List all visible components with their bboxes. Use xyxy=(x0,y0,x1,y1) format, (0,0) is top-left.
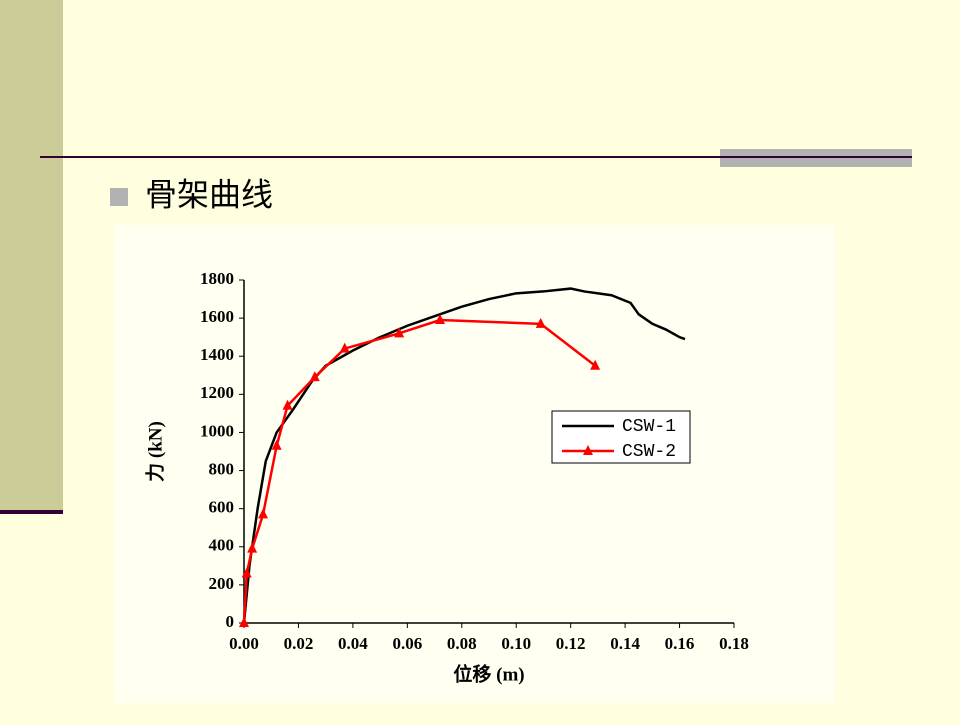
marker xyxy=(309,371,320,382)
x-tick-label: 0.08 xyxy=(447,634,477,653)
marker xyxy=(239,617,249,627)
y-tick-label: 1200 xyxy=(200,383,234,402)
series-line xyxy=(242,318,596,624)
marker xyxy=(339,342,350,353)
y-tick-label: 0 xyxy=(226,612,235,631)
y-tick-label: 400 xyxy=(209,536,235,555)
x-tick-label: 0.00 xyxy=(229,634,259,653)
x-tick-label: 0.04 xyxy=(338,634,368,653)
legend-label: CSW-2 xyxy=(622,442,676,462)
marker xyxy=(590,359,601,370)
marker xyxy=(282,399,293,410)
marker xyxy=(247,542,258,553)
x-tick-label: 0.14 xyxy=(610,634,640,653)
y-tick-label: 600 xyxy=(209,498,235,517)
y-tick-label: 200 xyxy=(209,574,235,593)
y-tick-label: 1600 xyxy=(200,307,234,326)
y-axis-label: 力 (kN) xyxy=(143,421,166,482)
x-tick-label: 0.10 xyxy=(501,634,531,653)
title-rule xyxy=(40,156,912,158)
legend-box xyxy=(551,410,691,464)
x-tick-label: 0.02 xyxy=(284,634,314,653)
y-tick-label: 800 xyxy=(209,459,235,478)
y-tick-label: 1800 xyxy=(200,269,234,288)
sidebar-rule xyxy=(0,510,63,514)
heading: 骨架曲线 xyxy=(145,176,273,212)
x-tick-label: 0.12 xyxy=(556,634,586,653)
marker xyxy=(535,317,546,328)
series-line xyxy=(242,287,686,624)
y-tick-label: 1000 xyxy=(200,421,234,440)
marker xyxy=(241,567,252,578)
legend-label: CSW-1 xyxy=(622,417,676,437)
marker xyxy=(271,439,282,450)
x-tick-label: 0.16 xyxy=(665,634,695,653)
marker xyxy=(435,314,445,325)
legend-marker xyxy=(583,445,593,455)
chart: 0 200 400 600 800 1000 1200 1400 1600 1800 0.00 0.0… xyxy=(143,269,749,685)
marker xyxy=(394,327,405,338)
marker xyxy=(258,508,269,519)
bullet xyxy=(110,188,128,206)
sidebar xyxy=(0,0,63,510)
x-tick-label: 0.06 xyxy=(392,634,422,653)
x-axis-label: 位移 (m) xyxy=(453,662,524,685)
x-tick-label: 0.18 xyxy=(719,634,749,653)
y-tick-label: 1400 xyxy=(200,345,234,364)
